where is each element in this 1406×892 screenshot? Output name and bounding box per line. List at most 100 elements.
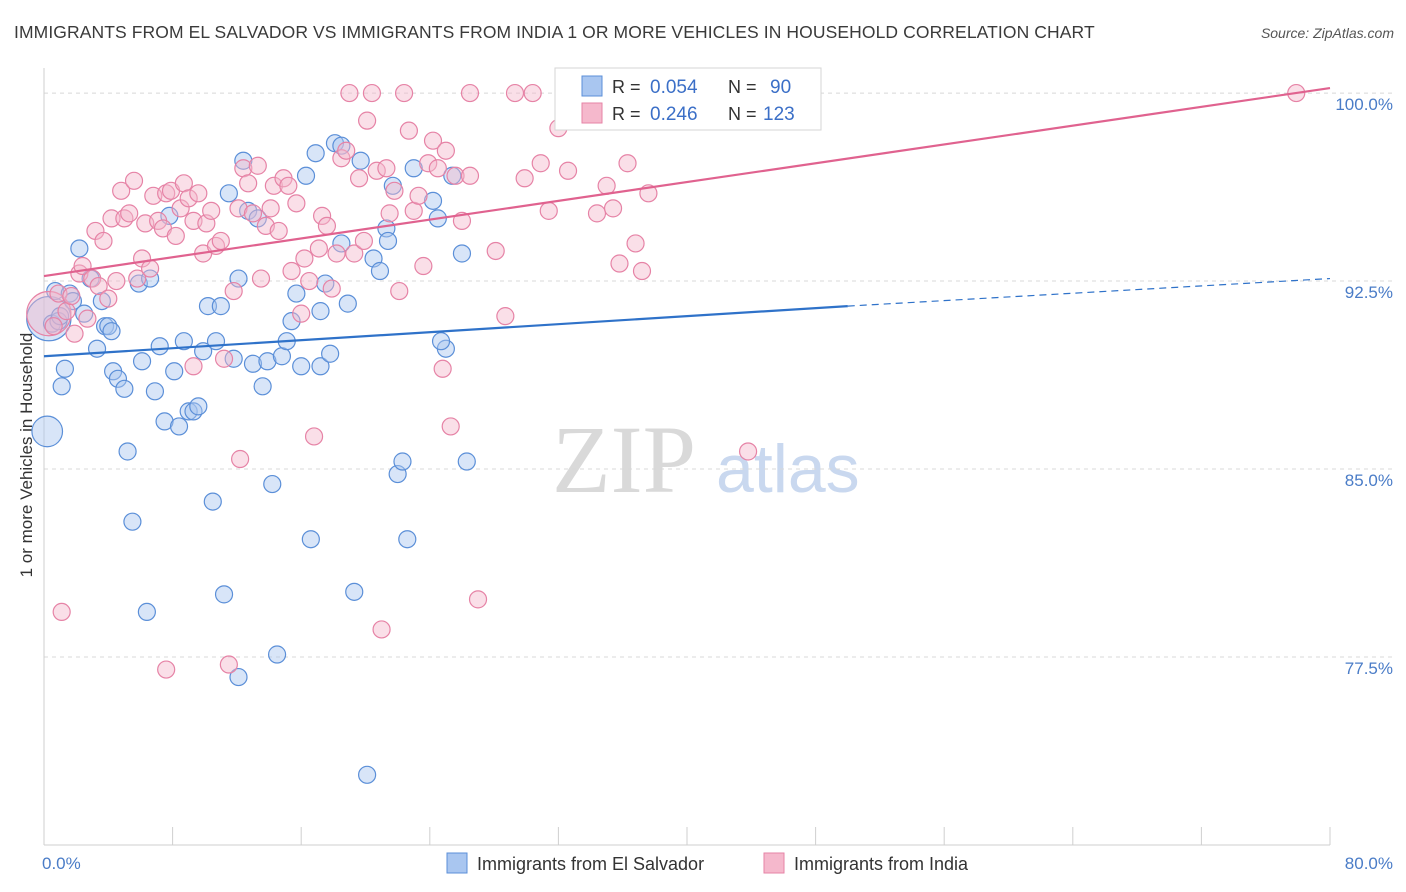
watermark: ZIP atlas [552,406,860,513]
data-point-india [603,199,623,218]
data-point-el-salvador [115,379,134,398]
data-point-el-salvador [169,417,189,436]
data-point-el-salvador [393,452,412,471]
data-point-india [304,427,324,446]
data-point-india [295,249,314,268]
stats-r-label-2: R = [612,104,641,124]
data-point-el-salvador [398,530,417,549]
data-point-el-salvador [253,377,272,396]
data-point-india [419,154,438,173]
data-point-el-salvador [123,512,142,531]
data-point-el-salvador [179,402,198,421]
data-point-el-salvador [267,645,287,664]
chart-source: Source: ZipAtlas.com [1260,25,1394,41]
data-point-el-salvador [206,332,226,351]
data-point-el-salvador [258,352,277,371]
data-point-india [279,176,298,195]
data-point-india [632,261,652,281]
data-point-india [174,174,193,193]
data-point-india [300,271,319,291]
data-point-india [358,111,377,130]
data-point-india [515,169,534,188]
trend-lines [43,86,1331,358]
stats-n-value-2: 123 [763,104,795,125]
data-point-india [414,256,433,276]
data-point-india [380,204,399,223]
data-point-india [52,602,71,622]
data-point-el-salvador [31,415,64,448]
data-point-india [587,204,607,223]
data-point-el-salvador [311,302,330,321]
data-point-india [292,304,311,323]
data-point-india [354,231,373,251]
stats-n-label-1: N = [728,77,757,97]
data-point-india [219,655,238,674]
data-point-india [115,209,134,228]
data-point-india [610,254,629,273]
data-point-el-salvador [150,337,169,356]
data-point-india [372,620,391,639]
data-point-el-salvador [321,344,340,363]
y-tick-label: 85.0% [1345,471,1393,490]
data-point-el-salvador [358,765,377,784]
data-point-india [340,83,359,103]
data-point-el-salvador [234,151,253,170]
data-point-india [523,83,542,103]
data-point-el-salvador [75,304,94,323]
data-point-india [385,181,404,200]
x-tick-label-max: 80.0% [1345,854,1393,873]
data-point-india [322,279,341,298]
data-point-india [107,271,126,291]
data-point-el-salvador [287,284,306,303]
watermark-zip: ZIP [552,406,696,513]
data-point-el-salvador [229,667,248,687]
data-point-el-salvador [214,585,234,604]
data-point-el-salvador [219,184,238,203]
data-point-el-salvador [52,377,71,396]
data-point-india [248,156,267,175]
data-point-el-salvador [102,322,121,341]
x-tick-labels: 0.0% 80.0% [42,854,1393,873]
data-point-el-salvador [243,354,263,373]
watermark-atlas: atlas [716,431,860,507]
data-point-el-salvador [165,362,184,381]
stats-legend-swatch-pink [581,102,603,124]
data-point-india [140,259,160,278]
data-point-el-salvador [55,359,74,378]
stats-n-value-1: 90 [770,77,791,98]
data-point-india [211,231,230,251]
data-point-india [94,231,113,251]
data-point-india [309,239,328,258]
data-point-india [26,290,72,337]
series-el-salvador-points [26,134,476,784]
bottom-legend-label-el-salvador: Immigrants from El Salvador [477,854,704,874]
trend-line-india [43,86,1331,278]
data-point-india [264,176,283,195]
data-point-india [202,201,221,220]
data-point-india [349,169,369,188]
data-point-india [468,590,488,609]
data-point-india [287,194,306,213]
stats-n-label-2: N = [728,104,757,124]
data-point-el-salvador [332,136,351,155]
data-point-el-salvador [457,452,476,471]
data-point-el-salvador [431,332,451,351]
data-point-india [231,449,250,469]
bottom-legend: Immigrants from El Salvador Immigrants f… [446,852,969,874]
stats-r-value-2: 0.246 [650,104,698,125]
data-point-india [44,317,63,336]
data-point-el-salvador [137,602,156,622]
data-point-india [618,154,637,173]
data-point-el-salvador [145,382,165,401]
y-tick-label: 92.5% [1345,283,1393,302]
data-point-india [404,201,423,220]
data-point-el-salvador [140,269,160,288]
data-point-india [337,141,356,160]
data-point-india [496,307,515,326]
data-point-el-salvador [292,357,311,376]
data-point-india [327,244,346,263]
y-axis-title: 1 or more Vehicles in Household [17,333,36,578]
stats-legend-swatch-blue [581,75,603,97]
data-point-india [460,83,480,103]
data-point-india [486,241,505,261]
